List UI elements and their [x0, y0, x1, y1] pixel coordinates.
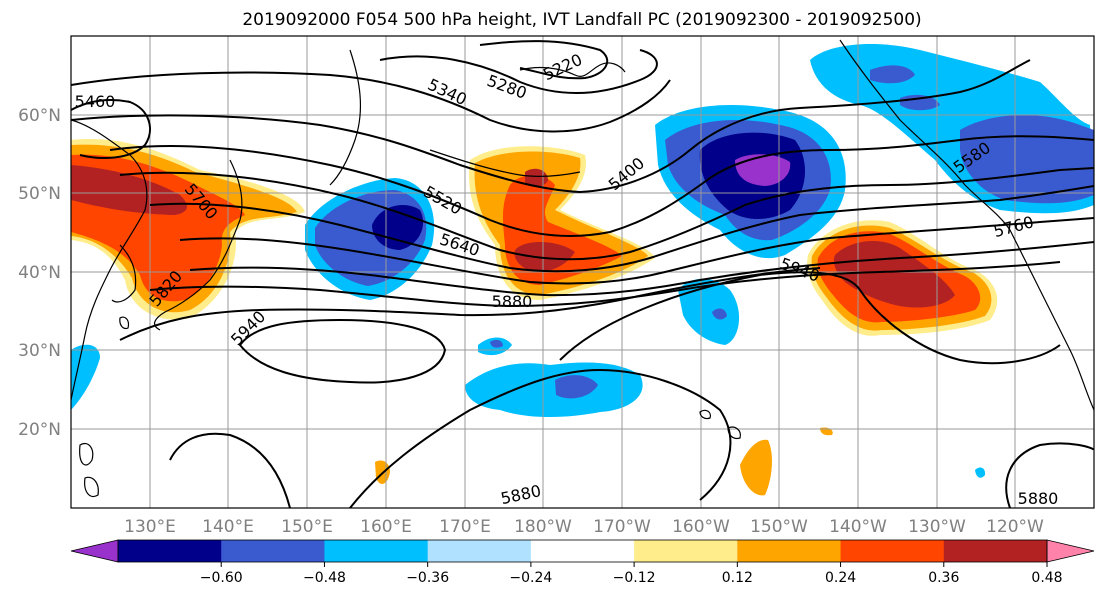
lon-label: 150°W — [750, 517, 808, 537]
contour-5340 — [71, 71, 671, 133]
lon-label: 150°E — [281, 517, 333, 537]
contour-5880-southwest — [169, 432, 291, 508]
latitude-labels: 60°N 50°N 40°N 30°N 20°N — [18, 106, 61, 440]
coast-japan — [153, 159, 243, 331]
coast-kamchatka — [329, 49, 362, 186]
contour-5880-south — [349, 368, 732, 508]
lon-label: 170°E — [439, 517, 491, 537]
ivt-negative-alaska-top — [870, 65, 940, 111]
colorbar-frame — [117, 539, 1048, 563]
contour-5280 — [379, 49, 658, 94]
contour-5520 — [109, 135, 1094, 237]
coast-arctic-islands — [519, 62, 626, 77]
ivt-negative-mid-royal — [712, 308, 727, 320]
lat-label: 40°N — [18, 263, 61, 283]
map-frame — [70, 35, 1095, 509]
colorbar — [70, 539, 1095, 563]
contour-5400 — [71, 59, 1031, 194]
lat-label: 30°N — [18, 341, 61, 361]
contour-5760 — [189, 241, 1094, 297]
colorbar-segment — [427, 540, 532, 562]
contour-5700 — [179, 217, 1094, 285]
colorbar-extend-low — [70, 539, 119, 563]
height-contours — [71, 40, 1094, 508]
lon-label: 130°W — [908, 517, 966, 537]
ivt-negative-philippines — [71, 344, 100, 410]
colorbar-segment — [840, 540, 945, 562]
ivt-positive-dateline-dark — [514, 168, 575, 272]
lat-label: 50°N — [18, 184, 61, 204]
ivt-negative-subtropical-royal — [490, 339, 598, 399]
figure-title: 2019092000 F054 500 hPa height, IVT Land… — [242, 10, 921, 30]
contour-label: 5460 — [75, 92, 116, 111]
lon-label: 160°W — [672, 517, 730, 537]
lat-label: 20°N — [18, 420, 61, 440]
colorbar-extend-high — [1046, 539, 1095, 563]
coast-philippines — [79, 442, 99, 498]
lon-label: 140°W — [829, 517, 887, 537]
colorbar-tick-label: −0.36 — [406, 570, 449, 586]
map-panel: 5460 5340 5280 5220 5700 5520 5640 5400 … — [71, 36, 1094, 508]
colorbar-tick-label: 0.36 — [928, 570, 959, 586]
ivt-positive-east-dark — [833, 240, 955, 308]
contour-5220 — [479, 40, 609, 80]
colorbar-segment — [943, 540, 1048, 562]
ivt-negative-central-purple — [735, 154, 791, 186]
contour-5940-west — [238, 318, 447, 384]
colorbar-tick-label: −0.24 — [509, 570, 552, 586]
ivt-negative-small — [975, 467, 986, 478]
colorbar-tick-label: −0.48 — [303, 570, 346, 586]
colorbar-segment — [530, 540, 635, 562]
coast-taiwan — [119, 316, 130, 330]
colorbar-tick-label: 0.12 — [722, 570, 753, 586]
colorbar-segment — [324, 540, 429, 562]
colorbar-segment — [118, 540, 222, 562]
coast-korea — [111, 244, 137, 303]
ivt-positive-hawaii — [740, 439, 772, 496]
colorbar-tick-label: −0.60 — [200, 570, 243, 586]
contour-5880-north — [119, 267, 821, 341]
coast-asia — [71, 119, 148, 401]
contour-5640 — [149, 185, 1094, 273]
colorbar-tick-label: 0.24 — [825, 570, 856, 586]
colorbar-segment — [737, 540, 842, 562]
lon-label: 120°W — [986, 517, 1044, 537]
ivt-positive-japan-dark — [71, 165, 187, 215]
colorbar-ticks: −0.60 −0.48 −0.36 −0.24 −0.12 0.12 0.24 0.36 0.4… — [200, 562, 1063, 586]
contour-5880-east — [1005, 442, 1094, 508]
coast-na-west — [1009, 229, 1094, 411]
lat-label: 60°N — [18, 106, 61, 126]
ivt-negative-mid — [678, 278, 740, 345]
contour-5460 — [71, 99, 151, 159]
lon-label: 180°W — [514, 517, 572, 537]
contour-5820 — [149, 261, 1061, 308]
contour-5580 — [119, 167, 1094, 261]
colorbar-segment — [634, 540, 738, 562]
colorbar-segment — [221, 540, 325, 562]
lon-label: 160°E — [360, 517, 412, 537]
lon-label: 140°E — [202, 517, 254, 537]
lon-label: 170°W — [593, 517, 651, 537]
colorbar-tick-label: −0.12 — [613, 570, 656, 586]
coastlines — [71, 39, 1094, 498]
contour-label: 5880 — [492, 292, 533, 311]
colorbar-tick-label: 0.48 — [1031, 570, 1062, 586]
longitude-labels: 130°E 140°E 150°E 160°E 170°E 180°W 170°… — [124, 517, 1044, 537]
contour-label: 5880 — [1018, 489, 1059, 508]
lon-label: 130°E — [124, 517, 176, 537]
coast-aleutians — [429, 149, 581, 178]
contour-5940-central — [559, 271, 1061, 365]
